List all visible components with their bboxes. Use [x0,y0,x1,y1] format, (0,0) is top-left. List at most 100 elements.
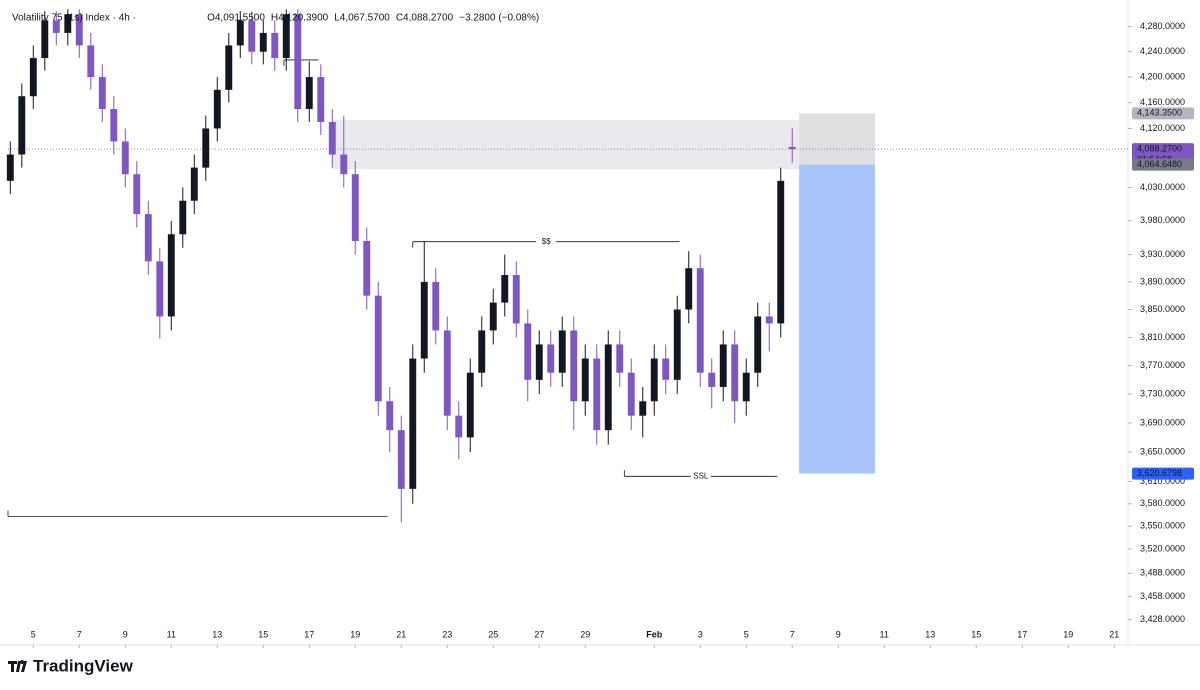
candle-body [570,330,578,402]
candle-body [133,174,141,215]
candle-body [156,261,164,317]
candle-body [420,281,428,359]
candle-body [190,167,198,201]
y-tick-label: 3,610.0000 [1140,476,1185,486]
target-zone [799,164,876,474]
y-tick-label: 4,160.0000 [1140,97,1185,107]
candle-body [259,32,267,52]
x-tick-label: 17 [304,629,314,639]
candle-body [386,401,394,431]
level-label: SSL [693,471,709,480]
candle-body [363,241,371,296]
candle-body [708,372,716,387]
y-tick-label: 4,200.0000 [1140,71,1185,81]
x-tick-label: 25 [488,629,498,639]
candle-body [432,281,440,331]
y-tick-label: 4,280.0000 [1140,21,1185,31]
y-tick-label: 3,428.0000 [1140,614,1185,624]
y-tick-label: 3,580.0000 [1140,498,1185,508]
candle-body [110,109,118,142]
y-tick-label: 3,890.0000 [1140,276,1185,286]
x-tick-label: 19 [1063,629,1073,639]
y-tick-label: 3,550.0000 [1140,521,1185,531]
candle-body [167,234,175,317]
candle-body [639,401,647,416]
x-tick-label: 21 [396,629,406,639]
x-tick-label: 21 [1109,629,1119,639]
price-tag-label: 4,088.2700 [1137,143,1182,153]
candle-body [443,330,451,416]
x-tick-label: 27 [534,629,544,639]
x-tick-label: Feb [646,629,663,639]
price-tag-label: 4,143.3500 [1137,108,1182,118]
y-tick-label: 3,650.0000 [1140,446,1185,456]
candle-body [719,344,727,387]
candle-body [248,20,256,52]
candle-body [294,14,302,110]
stop-zone [799,113,876,165]
candle-body [409,358,417,489]
x-tick-label: 5 [744,629,749,639]
x-tick-label: 13 [212,629,222,639]
candle-body [731,344,739,402]
candle-body [6,154,14,181]
supply-zone [332,120,804,169]
candle-body [271,32,279,59]
candle-body [29,58,37,97]
candle-body [18,96,26,155]
candle-body [616,344,624,373]
candle-body [225,45,233,90]
symbol-title: Volatility 75 (1s) Index · 4h · [12,13,136,24]
candle-body [742,372,750,402]
x-tick-label: 3 [698,629,703,639]
level-label: $$ [542,237,551,246]
candle-body [213,89,221,129]
candle-body [466,372,474,438]
x-tick-label: 11 [880,629,889,639]
ohlc-value: O4,091.5500 [207,13,265,24]
candle-body [87,45,95,78]
ohlc-value: H4,120.3900 [271,13,329,24]
x-tick-label: 11 [167,629,176,639]
candle-body [478,330,486,373]
candle-body [202,128,210,168]
y-tick-label: 4,030.0000 [1140,182,1185,192]
x-tick-label: 9 [836,629,841,639]
y-tick-label: 3,730.0000 [1140,388,1185,398]
y-tick-label: 3,810.0000 [1140,332,1185,342]
candle-body [98,77,106,110]
candle-body [144,214,152,262]
level-label-bg [690,471,711,482]
ohlc-value: −3.2800 (−0.08%) [459,13,539,24]
candle-body [236,20,244,46]
candle-body [397,430,405,489]
y-tick-label: 3,458.0000 [1140,591,1185,601]
price-tag-label: 4,064.6480 [1137,159,1182,169]
y-tick-label: 3,520.0000 [1140,543,1185,553]
candle-body [788,146,796,150]
candle-body [52,20,60,33]
candle-body [685,268,693,310]
candle-body [41,20,49,59]
candle-body [535,344,543,380]
x-tick-label: 7 [77,629,82,639]
price-tag-label: 3,620.6798 [1137,468,1182,478]
x-tick-label: 23 [442,629,452,639]
y-tick-label: 4,240.0000 [1140,46,1185,56]
candle-body [455,415,463,438]
candle-body [662,358,670,380]
x-tick-label: 29 [580,629,590,639]
plot: $$ SSL [6,9,1128,523]
candle-body [673,309,681,380]
candle-body [340,154,348,175]
candle-body [696,268,704,373]
x-tick-label: 15 [971,629,981,639]
brand-logo [8,660,27,672]
candle-body [777,180,785,324]
candle-body [524,323,532,380]
y-tick-label: 3,850.0000 [1140,304,1185,314]
candle-body [121,141,129,175]
candle-body [627,372,635,416]
ohlc-value: L4,067.5700 [334,13,390,24]
price-tag [1132,107,1194,120]
